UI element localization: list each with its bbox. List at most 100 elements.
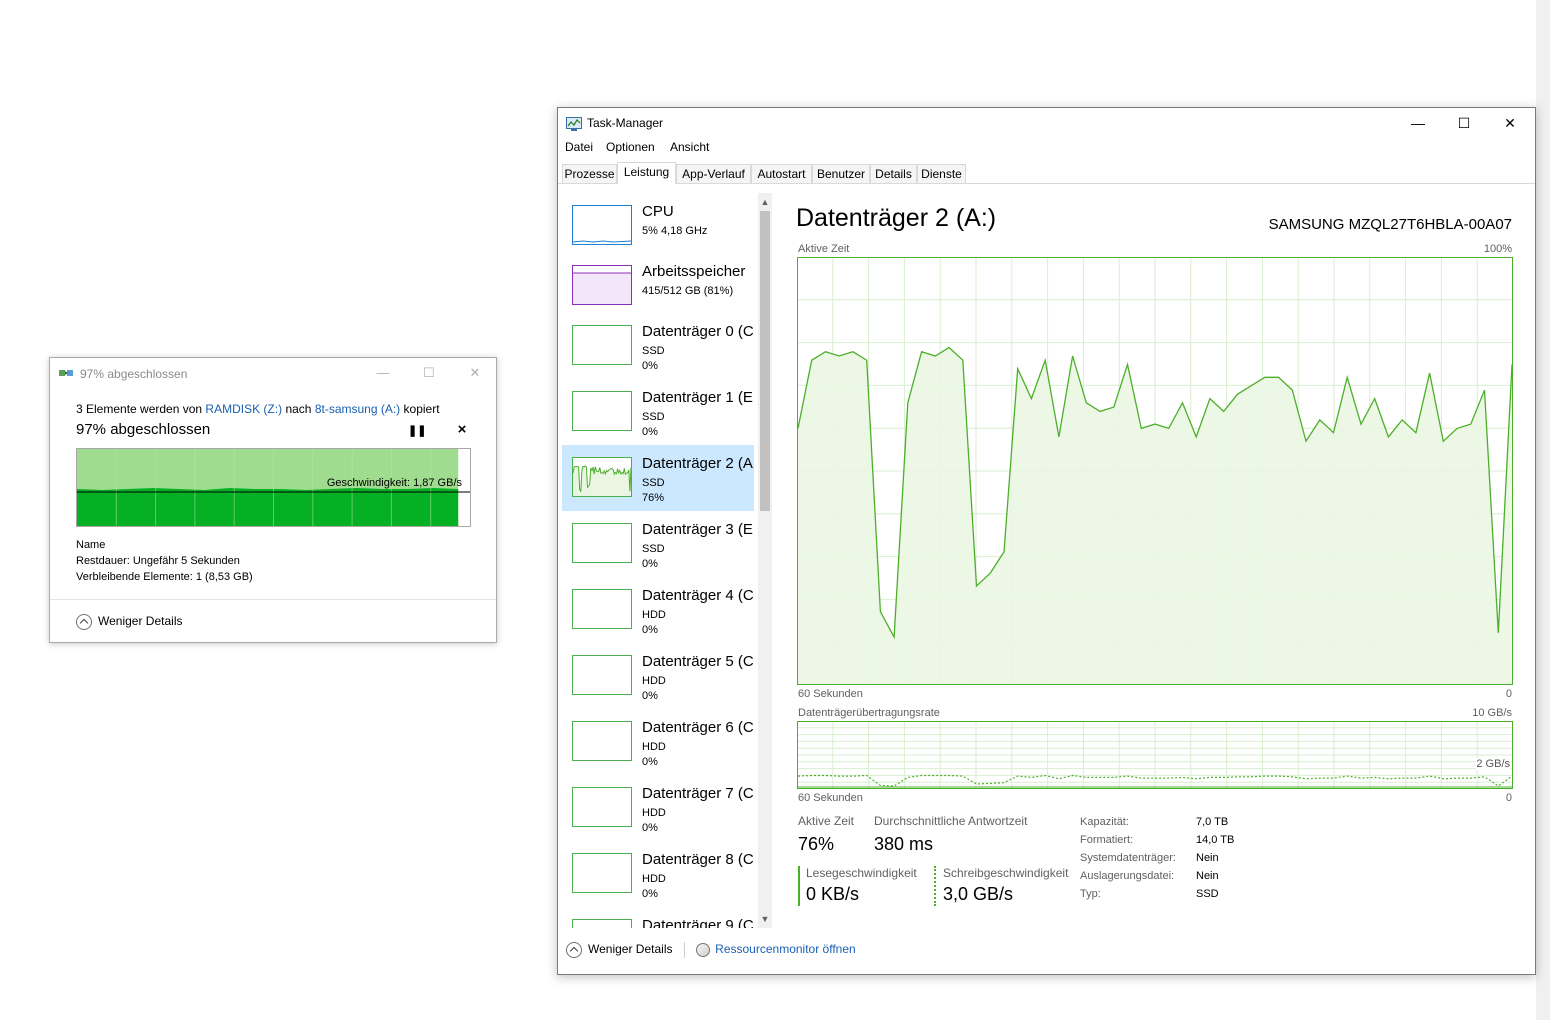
prop-system-disk-key: Systemdatenträger: — [1080, 852, 1176, 864]
tab-autostart[interactable]: Autostart — [751, 164, 812, 183]
prop-formatted-value: 14,0 TB — [1196, 834, 1235, 846]
scroll-up-icon[interactable]: ▲ — [760, 197, 770, 207]
maximize-button[interactable]: ☐ — [1457, 115, 1471, 131]
name-label: Name — [76, 539, 106, 551]
cancel-button[interactable]: × — [457, 421, 467, 438]
sidebar-item-label: Datenträger 9 (C — [642, 917, 754, 928]
chevron-up-icon — [76, 614, 92, 630]
menu-datei[interactable]: Datei — [565, 140, 594, 154]
sidebar-item-disk-6[interactable]: Datenträger 6 (C HDD 0% — [562, 709, 754, 775]
sidebar-item-label: Datenträger 6 (C — [642, 719, 754, 736]
active-time-chart-label: Aktive Zeit — [798, 243, 850, 255]
task-manager-footer: Weniger Details Ressourcenmonitor öffnen — [566, 942, 856, 958]
disk-detail-panel: Datenträger 2 (A:) SAMSUNG MZQL27T6HBLA-… — [786, 194, 1516, 934]
write-rate-line — [797, 774, 1513, 787]
resource-monitor-link[interactable]: Ressourcenmonitor öffnen — [715, 942, 856, 957]
desc-mid: nach — [285, 402, 312, 416]
menu-optionen[interactable]: Optionen — [606, 140, 655, 154]
sidebar-item-type: HDD — [642, 675, 666, 687]
active-time-stat-label: Aktive Zeit — [798, 814, 855, 828]
sidebar-item-memory[interactable]: Arbeitsspeicher 415/512 GB (81%) — [562, 253, 754, 319]
disk-thumbnail — [572, 853, 632, 893]
active-time-area — [798, 347, 1512, 684]
cpu-thumbnail — [572, 205, 632, 245]
transfer-marker: 2 GB/s — [1476, 758, 1510, 770]
active-time-chart — [797, 257, 1513, 685]
sidebar-item-disk-3[interactable]: Datenträger 3 (E SSD 0% — [562, 511, 754, 577]
remaining-items: Verbleibende Elemente: 1 (8,53 GB) — [76, 571, 253, 583]
sidebar-item-usage: 0% — [642, 558, 658, 570]
task-manager-titlebar[interactable]: Task-Manager — ☐ ✕ — [558, 108, 1535, 138]
desc-suffix: kopiert — [403, 402, 440, 416]
background-scrollbar — [1536, 0, 1550, 1020]
destination-link[interactable]: 8t-samsung (A:) — [314, 402, 401, 416]
minimize-button[interactable]: — — [376, 365, 390, 380]
sidebar-item-label: Datenträger 3 (E — [642, 521, 753, 538]
disk-thumbnail — [572, 325, 632, 365]
copy-dialog-titlebar[interactable]: 97% abgeschlossen — ☐ ✕ — [50, 358, 496, 388]
sidebar-item-disk-5[interactable]: Datenträger 5 (C HDD 0% — [562, 643, 754, 709]
tab-details[interactable]: Details — [870, 164, 917, 183]
sidebar-item-type: SSD — [642, 345, 665, 357]
divider — [50, 599, 496, 600]
less-details-label: Weniger Details — [98, 614, 183, 629]
sidebar-item-usage: 0% — [642, 426, 658, 438]
sidebar-item-cpu[interactable]: CPU 5% 4,18 GHz — [562, 193, 754, 259]
sidebar-item-type: HDD — [642, 609, 666, 621]
sidebar-item-disk-0[interactable]: Datenträger 0 (C SSD 0% — [562, 313, 754, 379]
disk-thumbnail — [572, 919, 632, 928]
write-speed-label: Schreibgeschwindigkeit — [943, 866, 1069, 880]
less-details-button[interactable]: Weniger Details — [76, 614, 182, 630]
prop-pagefile-key: Auslagerungsdatei: — [1080, 870, 1175, 882]
sidebar-item-label: Datenträger 8 (C — [642, 851, 754, 868]
sidebar-item-usage: 0% — [642, 360, 658, 372]
tab-leistung[interactable]: Leistung — [617, 162, 676, 184]
tab-dienste[interactable]: Dienste — [917, 164, 966, 183]
tab-prozesse[interactable]: Prozesse — [562, 164, 617, 183]
mini-line — [573, 465, 631, 493]
less-details-button[interactable]: Weniger Details — [566, 942, 673, 958]
speed-label: Geschwindigkeit: 1,87 GB/s — [326, 477, 462, 489]
tab-divider — [558, 183, 1535, 184]
sidebar-item-usage: 0% — [642, 822, 658, 834]
avg-response-value: 380 ms — [874, 834, 934, 854]
less-details-label: Weniger Details — [588, 942, 673, 957]
page-title: Datenträger 2 (A:) — [796, 204, 997, 232]
menu-ansicht[interactable]: Ansicht — [670, 140, 710, 154]
sidebar-item-disk-9[interactable]: Datenträger 9 (C — [562, 907, 754, 928]
sidebar-item-label: Datenträger 1 (E — [642, 389, 753, 406]
tab-app-verlauf[interactable]: App-Verlauf — [676, 164, 751, 183]
source-link[interactable]: RAMDISK (Z:) — [205, 402, 283, 416]
prop-capacity-value: 7,0 TB — [1196, 816, 1229, 828]
sidebar-item-disk-8[interactable]: Datenträger 8 (C HDD 0% — [562, 841, 754, 907]
disk-model: SAMSUNG MZQL27T6HBLA-00A07 — [1268, 216, 1512, 233]
task-manager-icon — [566, 117, 582, 131]
sidebar-item-usage: 0% — [642, 756, 658, 768]
maximize-button[interactable]: ☐ — [423, 365, 435, 380]
sidebar-item-label: Datenträger 7 (C — [642, 785, 754, 802]
minimize-button[interactable]: — — [1411, 115, 1425, 131]
scroll-down-icon[interactable]: ▼ — [760, 914, 770, 924]
resource-monitor-icon — [696, 943, 711, 957]
chevron-up-icon — [566, 942, 582, 958]
sidebar-item-usage: 0% — [642, 690, 658, 702]
sidebar-item-disk-7[interactable]: Datenträger 7 (C HDD 0% — [562, 775, 754, 841]
close-button[interactable]: ✕ — [469, 365, 481, 380]
sidebar-item-label: Datenträger 5 (C — [642, 653, 754, 670]
close-button[interactable]: ✕ — [1504, 115, 1516, 131]
tab-benutzer[interactable]: Benutzer — [812, 164, 870, 183]
scrollbar-thumb[interactable] — [760, 211, 770, 511]
pause-button[interactable]: ❚❚ — [408, 425, 427, 437]
sidebar-item-disk-4[interactable]: Datenträger 4 (C HDD 0% — [562, 577, 754, 643]
copy-files-icon — [59, 370, 73, 376]
speed-area — [77, 488, 459, 526]
transfer-chart-label: Datenträgerübertragungsrate — [798, 707, 940, 719]
disk-thumbnail — [572, 523, 632, 563]
prop-formatted-key: Formatiert: — [1080, 834, 1134, 846]
sidebar-scrollbar[interactable]: ▲ ▼ — [758, 193, 772, 928]
sidebar-item-usage: 0% — [642, 888, 658, 900]
prop-system-disk-value: Nein — [1196, 852, 1219, 864]
sidebar-item-disk-1[interactable]: Datenträger 1 (E SSD 0% — [562, 379, 754, 445]
sidebar-item-type: HDD — [642, 873, 666, 885]
sidebar-item-disk-2[interactable]: Datenträger 2 (A SSD 76% — [562, 445, 754, 511]
